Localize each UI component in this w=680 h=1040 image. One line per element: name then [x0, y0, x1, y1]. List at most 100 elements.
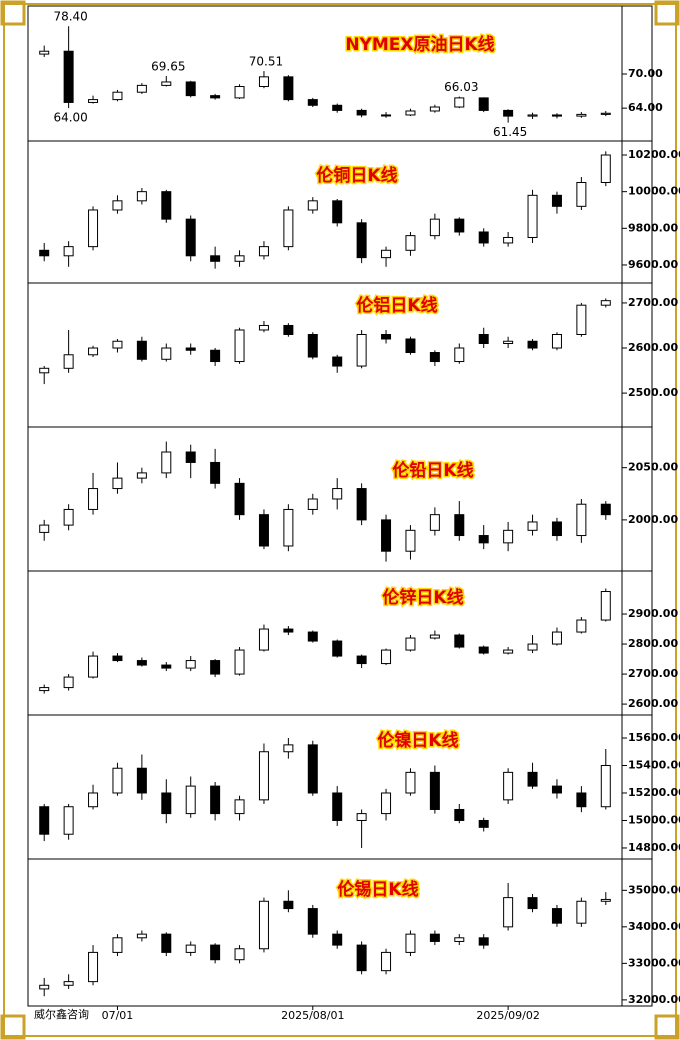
candle-body: [283, 628, 294, 633]
candle-body: [405, 110, 416, 116]
candle-body: [429, 634, 440, 639]
candle-body: [405, 771, 416, 794]
candle-body: [356, 944, 367, 972]
annotation: 66.03: [444, 80, 478, 94]
candle-body: [234, 482, 245, 516]
y-tick-label: 15600.00: [628, 731, 680, 744]
candle-body: [527, 897, 538, 910]
y-tick-label: 15400.00: [628, 758, 680, 771]
candle-body: [63, 508, 74, 526]
candle-body: [112, 340, 123, 349]
candle-body: [88, 209, 99, 248]
candle-body: [332, 104, 343, 111]
candle-body: [63, 806, 74, 835]
candle-body: [405, 235, 416, 251]
candle-body: [576, 181, 587, 207]
candle-body: [39, 50, 50, 55]
candle-body: [576, 619, 587, 633]
candle-body: [88, 792, 99, 808]
candle-body: [429, 218, 440, 237]
candle-body: [136, 767, 147, 794]
candle-body: [112, 937, 123, 953]
candle-body: [429, 933, 440, 942]
candle-body: [478, 333, 489, 345]
y-tick-label: 15000.00: [628, 813, 680, 826]
y-tick-label: 2800.00: [628, 637, 678, 650]
candle-body: [527, 194, 538, 238]
candle-body: [551, 631, 562, 645]
candle-body: [136, 191, 147, 202]
plot-border: [27, 5, 653, 1007]
x-tick-label: 2025/08/01: [281, 1009, 344, 1022]
y-tick-label: 33000.00: [628, 956, 680, 969]
candle-body: [332, 640, 343, 657]
candle-body: [478, 646, 489, 654]
candle-body: [332, 933, 343, 946]
candle-body: [454, 514, 465, 537]
candle-body: [185, 347, 196, 351]
candle-body: [307, 99, 318, 106]
frame: [3, 3, 677, 1037]
candle-body: [551, 333, 562, 349]
y-tick-label: 35000.00: [628, 883, 680, 896]
chart-title: 伦铅日K线: [392, 460, 473, 481]
candle-body: [39, 806, 50, 835]
candle-body: [503, 649, 514, 654]
candle-body: [258, 751, 269, 801]
candle-body: [136, 340, 147, 360]
candle-body: [527, 643, 538, 651]
candle-body: [503, 529, 514, 544]
candle-body: [88, 99, 99, 103]
candle-body: [356, 333, 367, 367]
candle-body: [356, 222, 367, 259]
chart-title: 伦铜日K线: [316, 165, 397, 186]
candle-body: [161, 451, 172, 474]
y-tick-label: 2600.00: [628, 341, 678, 354]
candle-body: [478, 97, 489, 111]
candle-body: [527, 521, 538, 531]
candle-body: [503, 236, 514, 244]
candle-body: [503, 897, 514, 928]
candle-body: [551, 114, 562, 117]
candle-body: [258, 514, 269, 547]
candle-body: [551, 785, 562, 794]
chart-title: 伦镍日K线: [377, 730, 458, 751]
candle-body: [332, 356, 343, 367]
candle-body: [429, 352, 440, 363]
candle-body: [551, 908, 562, 924]
candle-body: [356, 813, 367, 821]
candle-body: [234, 86, 245, 99]
candle-body: [63, 354, 74, 369]
chart-title: NYMEX原油日K线: [345, 34, 494, 55]
annotation: 78.40: [53, 10, 87, 24]
annotation: 70.51: [249, 55, 283, 69]
candle-body: [600, 154, 611, 183]
y-tick-label: 70.00: [628, 67, 663, 80]
candle-body: [576, 113, 587, 117]
candle-body: [112, 477, 123, 490]
candle-body: [63, 50, 74, 103]
watermark: 威尔鑫咨询: [34, 1007, 89, 1021]
candle-body: [88, 347, 99, 356]
candle-body: [429, 106, 440, 112]
candle-body: [63, 981, 74, 986]
x-tick-label: 2025/09/02: [476, 1009, 539, 1022]
y-tick-label: 2000.00: [628, 513, 678, 526]
chart-title: 伦锌日K线: [382, 587, 463, 608]
candle-body: [454, 347, 465, 363]
candle-body: [258, 324, 269, 331]
candle-body: [381, 951, 392, 972]
candle-body: [283, 324, 294, 335]
candle-body: [88, 655, 99, 678]
chart-title: 伦铝日K线: [356, 295, 437, 316]
candle-body: [576, 503, 587, 537]
candle-body: [503, 771, 514, 801]
candle-body: [63, 246, 74, 257]
y-tick-label: 10000.00: [628, 185, 680, 198]
y-tick-label: 10200.00: [628, 148, 680, 161]
candle-body: [503, 340, 514, 345]
candle-body: [307, 744, 318, 794]
candle-body: [161, 347, 172, 360]
